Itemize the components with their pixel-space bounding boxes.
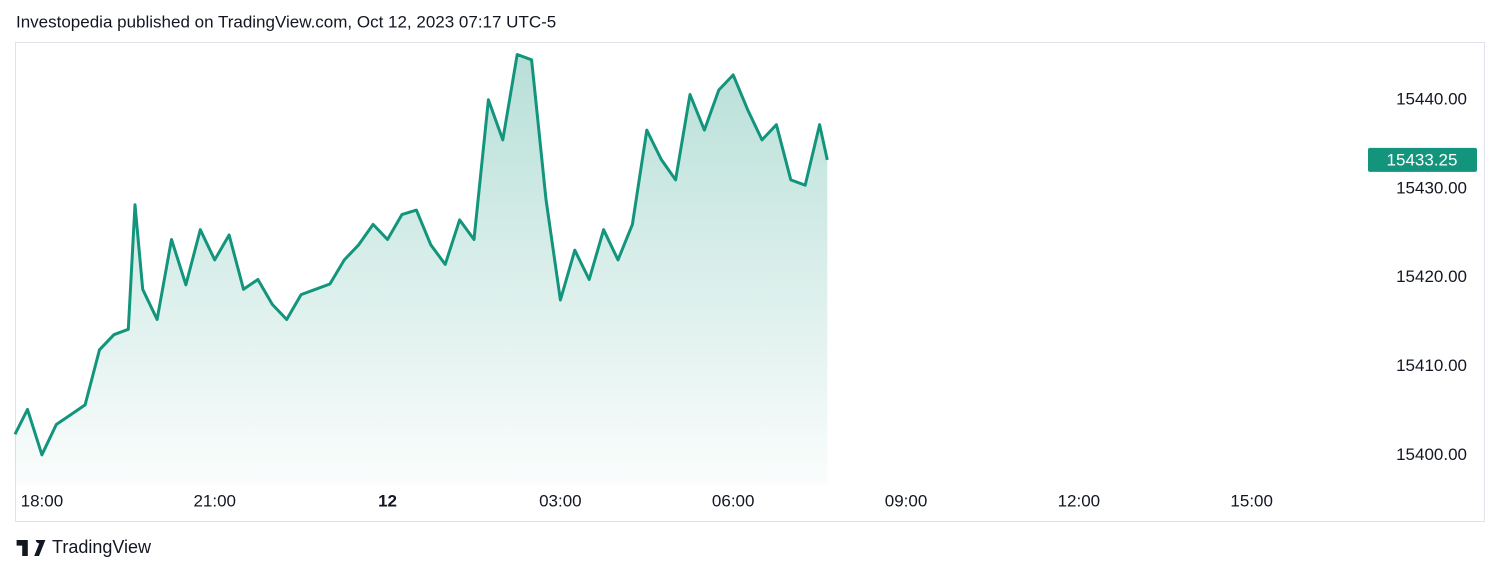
area [15, 54, 828, 485]
x-tick-label: 18:00 [21, 491, 64, 510]
y-tick-label: 15430.00 [1396, 178, 1467, 197]
chart: Investopedia published on TradingView.co… [13, 12, 1485, 522]
brand-logo [16, 539, 46, 556]
price-line [13, 53, 829, 457]
x-tick-label: 06:00 [712, 491, 755, 510]
y-tick-label: 15410.00 [1396, 356, 1467, 375]
chart-frame [15, 42, 1485, 522]
last-price-label: 15433.25 [1387, 150, 1458, 169]
x-tick-label: 12:00 [1058, 491, 1101, 510]
x-tick-label: 21:00 [193, 491, 236, 510]
x-tick-label: 15:00 [1230, 491, 1273, 510]
y-tick-label: 15420.00 [1396, 267, 1467, 286]
x-tick-label: 12 [378, 491, 397, 510]
x-tick-label: 09:00 [885, 491, 928, 510]
y-tick-label: 15440.00 [1396, 89, 1467, 108]
brand-name: TradingView [52, 537, 152, 557]
y-tick-label: 15400.00 [1396, 445, 1467, 464]
chart-title: Investopedia published on TradingView.co… [16, 12, 556, 31]
brand: TradingView [16, 537, 151, 558]
last-price-badge [1368, 147, 1477, 172]
x-tick-label: 03:00 [539, 491, 582, 510]
